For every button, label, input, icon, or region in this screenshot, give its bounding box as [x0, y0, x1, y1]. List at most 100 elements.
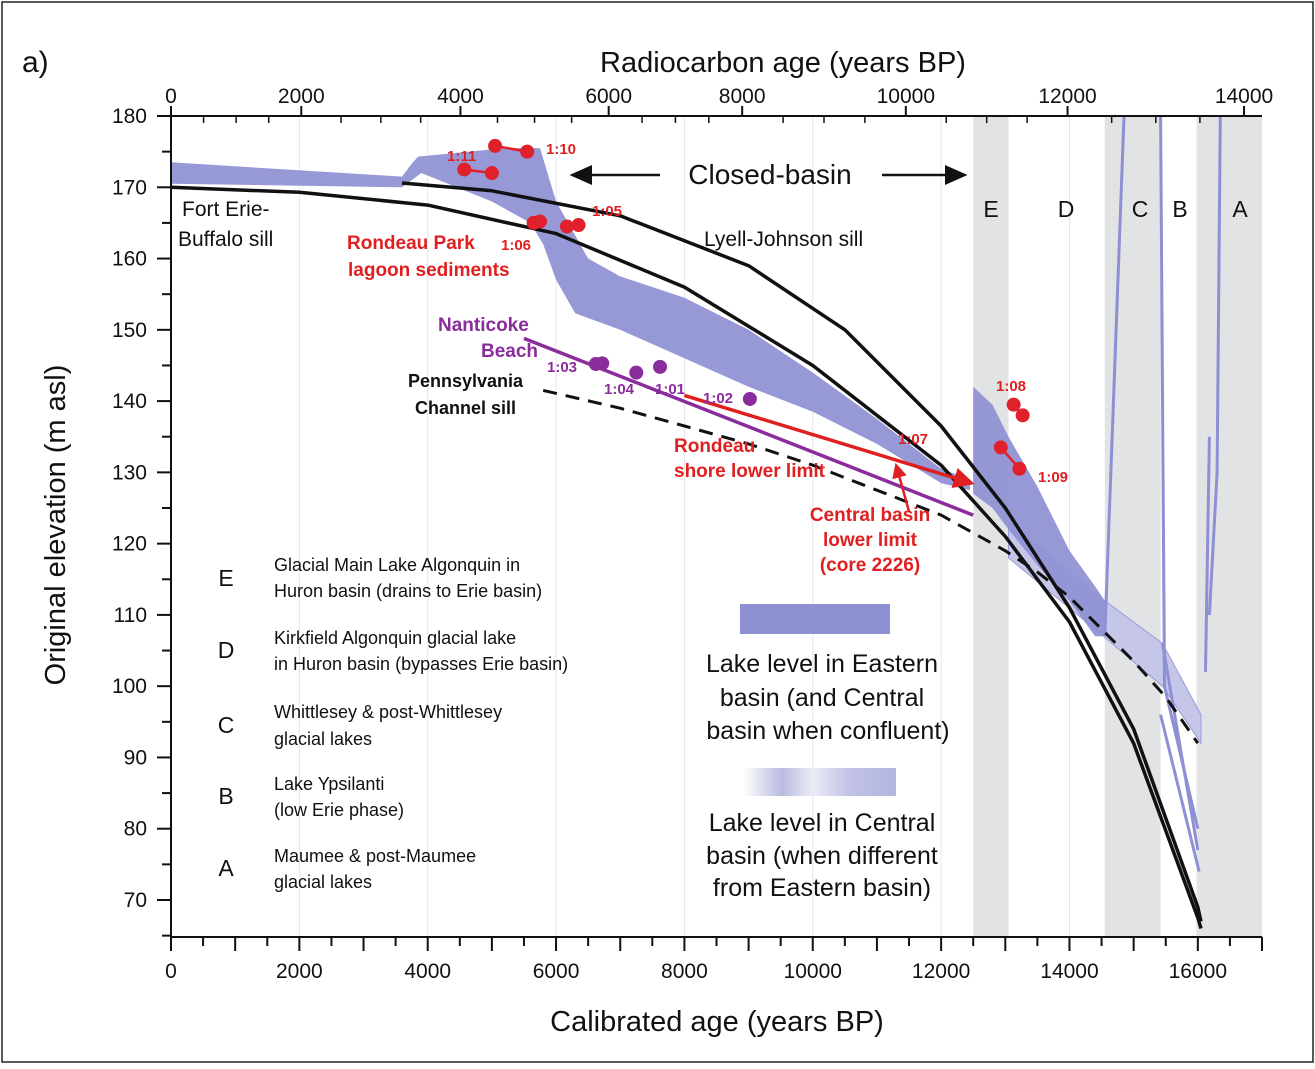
rondeau-park-label-1: Rondeau Park	[347, 233, 475, 254]
phase-band-e	[973, 116, 1009, 937]
y-tick-label: 160	[112, 248, 147, 271]
date-label-1-03: 1:03	[547, 359, 577, 376]
x2-tick-label: 10000	[877, 85, 935, 108]
date-point-8-1	[1015, 408, 1030, 423]
x2-tick-label: 4000	[437, 85, 484, 108]
lake-level-legend: Lake level in Eastern basin (and Central…	[706, 604, 950, 902]
legend-swatch-eastern	[740, 604, 890, 634]
x-tick-label: 4000	[404, 960, 451, 983]
x-axis-title: Calibrated age (years BP)	[550, 1006, 884, 1038]
date-point-9-1	[1012, 461, 1027, 476]
date-point-1-1	[520, 144, 535, 159]
nanticoke-label-1: Nanticoke	[438, 315, 529, 336]
x-tick-label: 10000	[784, 960, 842, 983]
rondeau-park-label-2: lagoon sediments	[348, 260, 510, 281]
y-tick-label: 110	[114, 604, 147, 627]
date-point-7-0	[742, 391, 757, 406]
rondeau-shore-arrow	[683, 393, 975, 488]
sill-curve-0	[170, 185, 1203, 930]
x2-axis-title: Radiocarbon age (years BP)	[600, 47, 966, 79]
legend-text-c-1: Whittlesey & post-Whittlesey	[274, 702, 502, 722]
legend-text-c-2: glacial lakes	[274, 729, 372, 749]
legend-letter-b: B	[218, 783, 233, 809]
sill-curves	[170, 181, 1203, 930]
central-basin-label-1: Central basin	[810, 505, 930, 526]
nanticoke-label-2: Beach	[481, 341, 538, 362]
x-tick-label: 2000	[276, 960, 323, 983]
date-label-1-07: 1:07	[898, 431, 928, 448]
legend-central-1: Lake level in Central	[709, 809, 936, 837]
band-label-b: B	[1172, 196, 1187, 222]
legend-eastern-2: basin (and Central	[720, 684, 924, 712]
x2-tick-label: 2000	[278, 85, 325, 108]
panel-label: a)	[22, 46, 49, 79]
legend-letter-d: D	[218, 637, 235, 663]
sill-curve-2	[542, 388, 1200, 745]
date-point-6-0	[653, 359, 668, 374]
late-lake-trace-3	[1161, 643, 1200, 851]
fort-erie-label-1: Fort Erie-	[182, 198, 270, 221]
legend-letter-c: C	[218, 712, 235, 738]
band-label-e: E	[983, 196, 998, 222]
y-axis-title: Original elevation (m asl)	[40, 365, 72, 686]
central-basin-label-3: (core 2226)	[820, 555, 920, 576]
y-tick-label: 150	[112, 319, 147, 342]
date-label-1-08: 1:08	[996, 378, 1026, 395]
central-basin-arrow	[892, 462, 911, 512]
y-tick-label: 130	[112, 461, 147, 484]
date-point-3-0	[559, 219, 574, 234]
x-tick-label: 0	[165, 960, 177, 983]
legend-text-d-2: in Huron basin (bypasses Erie basin)	[274, 654, 568, 674]
legend-letter-a: A	[218, 855, 234, 881]
legend-letter-e: E	[218, 565, 233, 591]
date-label-1-09: 1:09	[1038, 469, 1068, 486]
date-label-1-11: 1:11	[447, 148, 476, 165]
legend-text-b-1: Lake Ypsilanti	[274, 774, 384, 794]
rondeau-shore-label-2: shore lower limit	[674, 461, 826, 482]
x-tick-label: 12000	[912, 960, 970, 983]
phase-band-a	[1196, 116, 1262, 937]
y-tick-label: 180	[112, 105, 147, 128]
late-lake-trace-4	[1159, 714, 1201, 872]
axes: 0 2000 4000 6000 8000 10000 12000 14000 16000 0 20…	[112, 85, 1273, 983]
late-lake-trace-0	[1103, 115, 1126, 637]
phase-bands	[973, 116, 1262, 937]
y-tick-label: 170	[112, 176, 147, 199]
legend-text-a-1: Maumee & post-Maumee	[274, 846, 476, 866]
sill-curve-1	[401, 181, 1203, 922]
phase-band-c	[1104, 116, 1161, 937]
date-point-2-1	[533, 214, 548, 229]
phase-legend: E Glacial Main Lake Algonquin in Huron b…	[218, 555, 568, 892]
legend-central-2: basin (when different	[706, 842, 938, 870]
penn-label-1: Pennsylvania	[408, 371, 524, 391]
legend-swatch-central	[744, 768, 896, 796]
vertical-gridlines	[298, 116, 1199, 937]
y-tick-label: 80	[124, 818, 147, 841]
y-tick-label: 120	[112, 533, 147, 556]
x2-tick-label: 8000	[719, 85, 766, 108]
legend-text-a-2: glacial lakes	[274, 872, 372, 892]
band-label-c: C	[1132, 196, 1149, 222]
x2-tick-label: 6000	[585, 85, 632, 108]
penn-label-2: Channel sill	[415, 398, 516, 418]
date-point-9-0	[993, 440, 1008, 455]
lyell-johnson-label: Lyell-Johnson sill	[704, 228, 863, 251]
date-label-1-01: 1:01	[655, 381, 685, 398]
x-tick-label: 6000	[533, 960, 580, 983]
y-tick-label: 90	[124, 746, 147, 769]
date-point-5-0	[629, 365, 644, 380]
date-point-8-0	[1006, 397, 1021, 412]
legend-eastern-1: Lake level in Eastern	[706, 650, 938, 678]
date-point-3-1	[571, 218, 586, 233]
date-label-1-02: 1:02	[703, 390, 733, 407]
date-label-1-05: 1:05	[592, 203, 622, 220]
legend-central-3: from Eastern basin)	[713, 874, 931, 902]
rondeau-shore-label-1: Rondeau	[674, 436, 755, 457]
x-tick-label: 16000	[1169, 960, 1227, 983]
legend-text-d-1: Kirkfield Algonquin glacial lake	[274, 628, 516, 648]
x-tick-label: 14000	[1040, 960, 1098, 983]
date-point-0-1	[484, 166, 499, 181]
legend-text-b-2: (low Erie phase)	[274, 800, 404, 820]
